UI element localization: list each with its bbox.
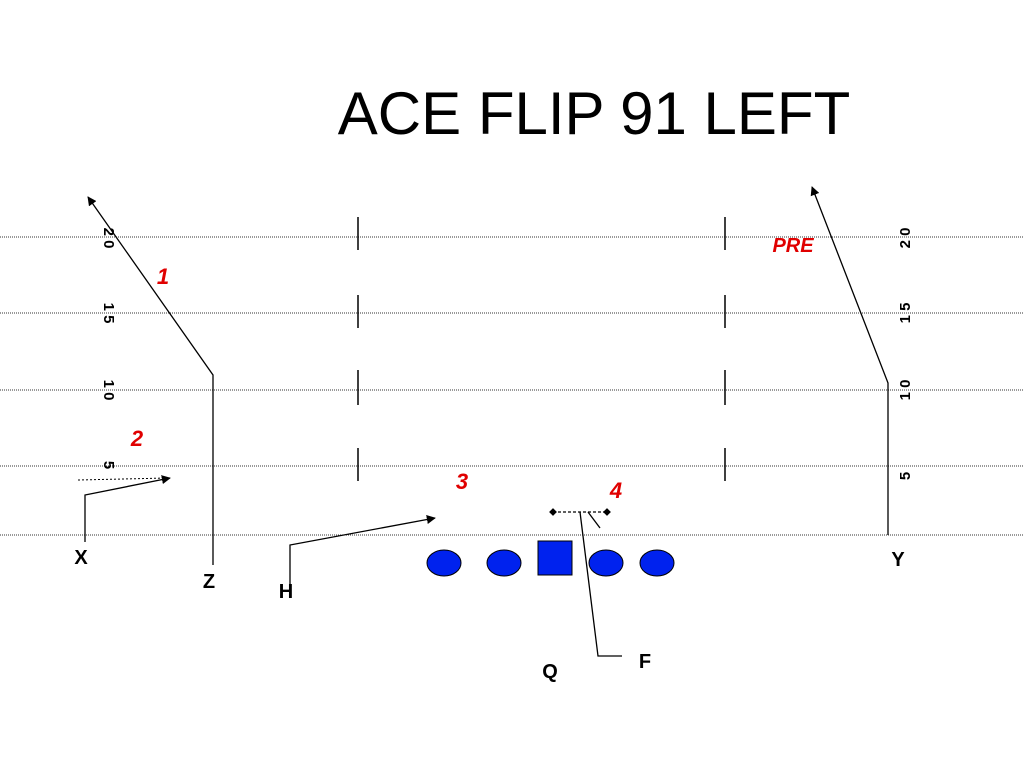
- lineman: [486, 549, 522, 577]
- yard-number: 2 0: [897, 228, 914, 249]
- lineman: [426, 549, 462, 577]
- player-label: F: [639, 651, 651, 673]
- center: [537, 540, 573, 576]
- player-label: X: [74, 547, 88, 569]
- h-route: [289, 515, 436, 590]
- player-label: Y: [891, 549, 905, 571]
- lineman: [639, 549, 675, 577]
- player-label: H: [279, 581, 293, 603]
- hash: [357, 217, 726, 481]
- route-label: 2: [130, 426, 144, 451]
- yard-lines: [0, 236, 1024, 536]
- yard-number: 1 5: [100, 303, 117, 324]
- yard-number: 5: [100, 461, 117, 469]
- f-route-tick: [587, 511, 601, 529]
- yard-markers-left: 2 0 1 5 1 0 5: [100, 228, 117, 470]
- route-label: 1: [157, 264, 169, 289]
- f-route: [579, 511, 622, 657]
- yard-number: 1 0: [897, 380, 914, 401]
- yard-number: 2 0: [100, 228, 117, 249]
- routes-lines: [77, 186, 889, 657]
- route-label: 3: [456, 469, 468, 494]
- x-route: [84, 475, 171, 542]
- player-label: Q: [542, 661, 558, 683]
- y-route: [810, 186, 889, 535]
- yard-markers-right: 2 0 1 5 1 0 5: [897, 228, 914, 481]
- hash-marks: [357, 217, 726, 481]
- yard-number: 1 5: [897, 303, 914, 324]
- x-motion: [77, 477, 169, 481]
- z-route: [87, 196, 214, 565]
- route-label: PRE: [772, 235, 814, 257]
- lineman: [588, 549, 624, 577]
- offensive-line: [426, 540, 675, 577]
- route-labels: 1 2 3 4 PRE: [130, 235, 814, 503]
- title: ACE FLIP 91 LEFT: [338, 80, 850, 147]
- route-label: 4: [609, 478, 622, 503]
- player-labels: X Z H Q F Y: [74, 547, 905, 683]
- yard-number: 5: [897, 472, 914, 480]
- player-label: Z: [203, 571, 215, 593]
- yard-number: 1 0: [100, 380, 117, 401]
